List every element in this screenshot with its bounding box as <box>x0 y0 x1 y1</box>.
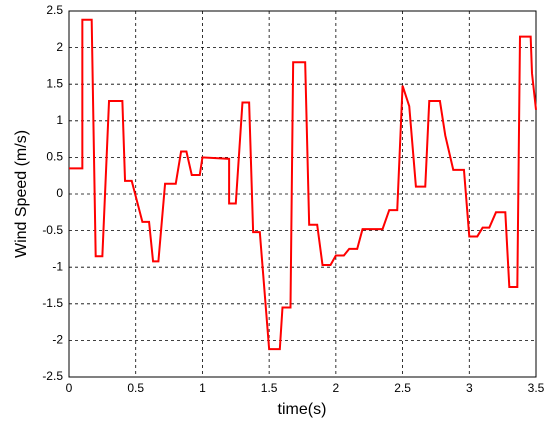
x-tick-label: 0.5 <box>127 381 144 395</box>
y-tick-label: 2.5 <box>46 3 63 17</box>
y-axis-title: Wind Speed (m/s) <box>13 130 30 258</box>
y-tick-label: -1.5 <box>42 296 63 310</box>
y-tick-label: -2.5 <box>42 369 63 383</box>
y-tick-label: -2 <box>52 333 63 347</box>
x-tick-label: 0 <box>66 381 73 395</box>
plot-area <box>68 10 537 378</box>
y-tick-label: 1.5 <box>46 76 63 90</box>
x-tick-label: 2 <box>333 381 340 395</box>
data-line <box>69 18 537 351</box>
y-tick-label: -1 <box>52 259 63 273</box>
y-tick-label: 1 <box>56 113 63 127</box>
x-tick-label: 1.5 <box>261 381 278 395</box>
y-tick-label: 2 <box>56 40 63 54</box>
x-axis-title: time(s) <box>278 401 327 418</box>
y-tick-label: 0 <box>56 186 63 200</box>
x-tick-label: 2.5 <box>394 381 411 395</box>
x-tick-label: 3 <box>466 381 473 395</box>
x-tick-label: 1 <box>199 381 206 395</box>
y-tick-label: -0.5 <box>42 223 63 237</box>
x-tick-label: 3.5 <box>528 381 545 395</box>
y-tick-label: 0.5 <box>46 150 63 164</box>
